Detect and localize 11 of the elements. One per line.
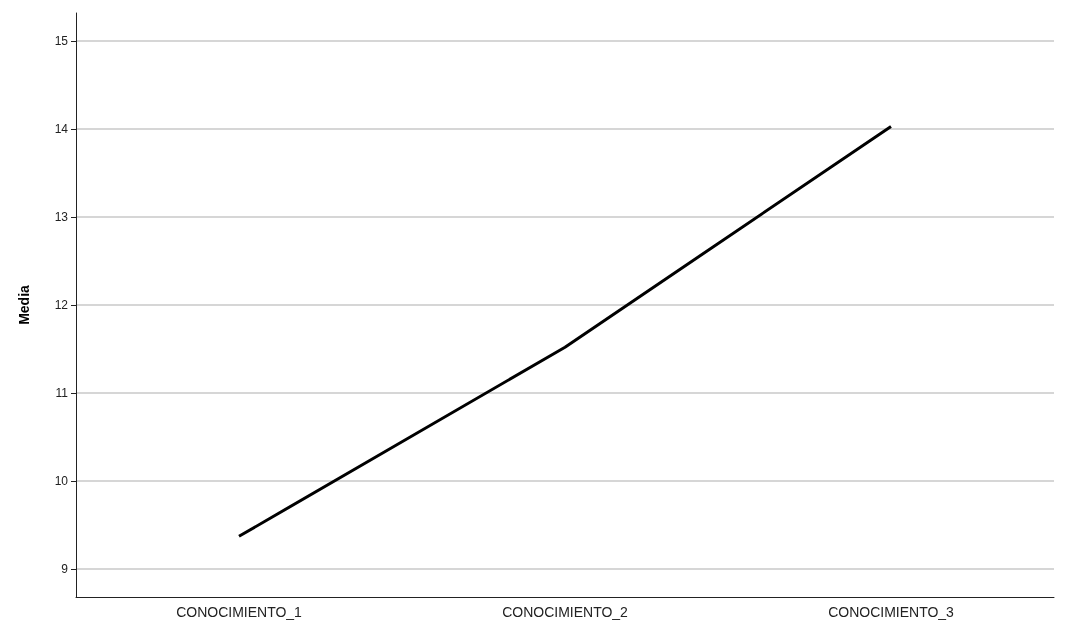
x-tick-label: CONOCIMIENTO_1: [176, 604, 303, 620]
y-axis-title: Media: [16, 284, 32, 325]
x-tick-label: CONOCIMIENTO_3: [828, 604, 955, 620]
y-tick-label: 13: [54, 210, 69, 225]
y-tick-label: 11: [55, 385, 69, 400]
y-tick-label: 14: [54, 122, 69, 137]
y-tick-label: 12: [54, 298, 69, 312]
y-tick-label: 9: [61, 561, 69, 576]
y-tick-label: 15: [54, 34, 69, 49]
y-tick-label: 10: [54, 473, 69, 488]
x-tick-label: CONOCIMIENTO_2: [502, 604, 629, 620]
